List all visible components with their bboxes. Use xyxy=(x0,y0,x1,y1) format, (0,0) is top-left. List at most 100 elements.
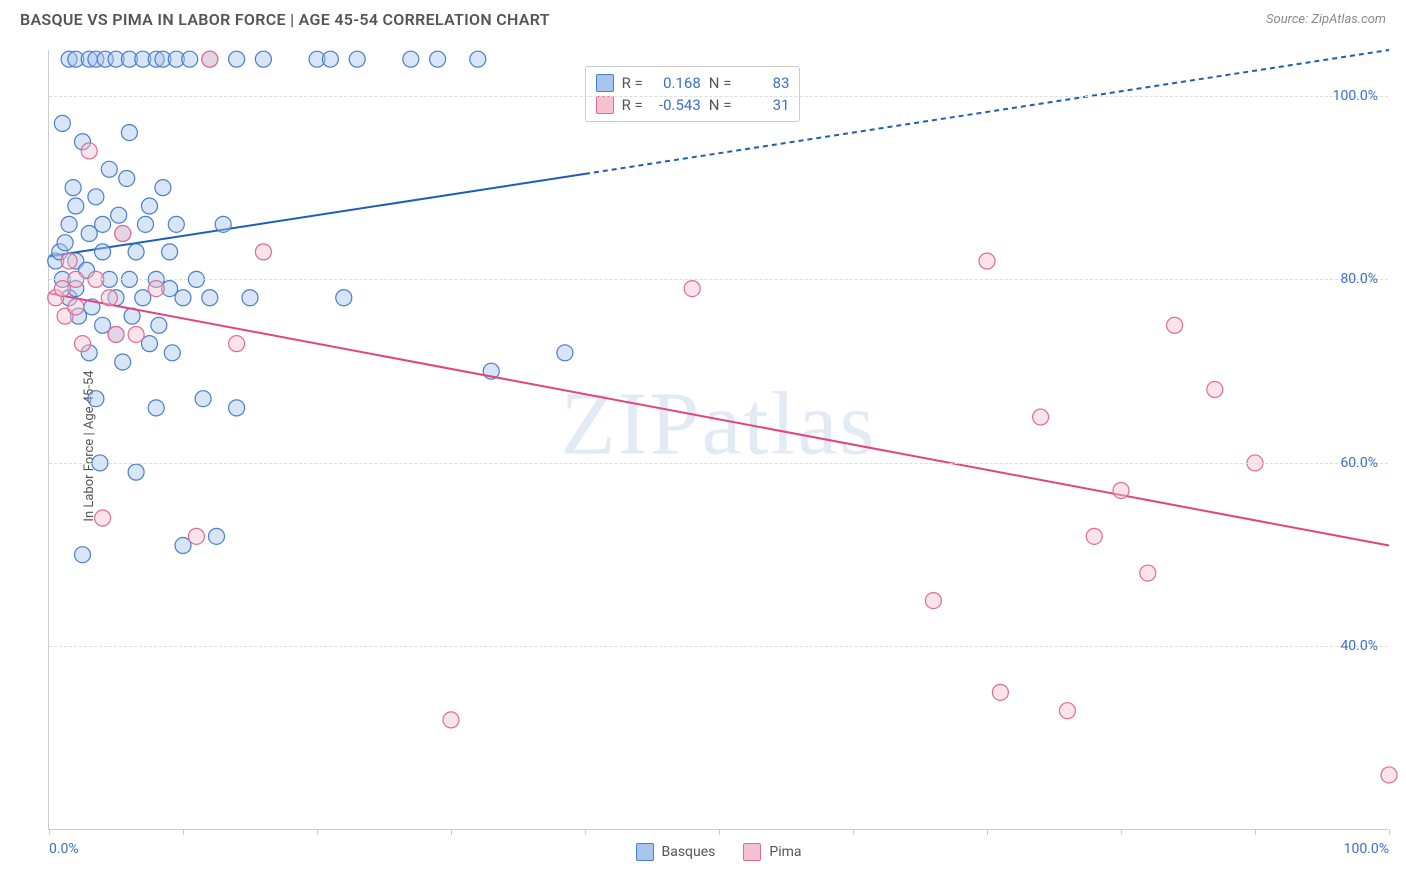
data-point xyxy=(108,326,124,342)
data-point xyxy=(403,51,419,67)
data-point xyxy=(557,345,573,361)
data-point xyxy=(195,391,211,407)
stat-n-label: N = xyxy=(709,96,732,114)
x-tick-label: 0.0% xyxy=(49,841,79,857)
data-point xyxy=(128,464,144,480)
stat-r-value-basques: 0.168 xyxy=(651,74,701,92)
source-attribution: Source: ZipAtlas.com xyxy=(1266,12,1386,27)
data-point xyxy=(182,51,198,67)
data-point xyxy=(95,244,111,260)
data-point xyxy=(979,253,995,269)
swatch-basques xyxy=(596,74,614,92)
x-tick xyxy=(719,829,720,835)
grid-line xyxy=(49,463,1388,464)
data-point xyxy=(88,391,104,407)
chart-title: BASQUE VS PIMA IN LABOR FORCE | AGE 45-5… xyxy=(20,10,550,29)
data-point xyxy=(65,180,81,196)
data-point xyxy=(61,216,77,232)
data-point xyxy=(202,51,218,67)
chart-plot-area: ZIPatlas R = 0.168 N = 83 R = -0.543 N =… xyxy=(48,50,1388,830)
stat-r-value-pima: -0.543 xyxy=(651,96,701,114)
legend-label-pima: Pima xyxy=(769,844,801,860)
y-tick-label: 80.0% xyxy=(1340,271,1378,287)
data-point xyxy=(443,712,459,728)
data-point xyxy=(54,115,70,131)
data-point xyxy=(101,290,117,306)
x-tick xyxy=(183,829,184,835)
swatch-pima xyxy=(596,96,614,114)
scatter-plot-svg xyxy=(49,50,1388,829)
data-point xyxy=(229,400,245,416)
data-point xyxy=(1381,767,1397,783)
stat-n-label: N = xyxy=(709,74,732,92)
data-point xyxy=(1140,565,1156,581)
x-tick xyxy=(1389,829,1390,835)
x-tick xyxy=(585,829,586,835)
data-point xyxy=(349,51,365,67)
legend-swatch-pima xyxy=(743,843,761,861)
data-point xyxy=(188,528,204,544)
data-point xyxy=(128,244,144,260)
x-tick xyxy=(1255,829,1256,835)
data-point xyxy=(202,290,218,306)
data-point xyxy=(229,51,245,67)
x-tick xyxy=(1121,829,1122,835)
data-point xyxy=(162,244,178,260)
data-point xyxy=(255,244,271,260)
data-point xyxy=(1207,382,1223,398)
legend-item-pima: Pima xyxy=(743,843,801,861)
stat-n-value-pima: 31 xyxy=(739,96,789,114)
data-point xyxy=(95,216,111,232)
data-point xyxy=(115,354,131,370)
grid-line xyxy=(49,96,1388,97)
data-point xyxy=(168,216,184,232)
data-point xyxy=(925,593,941,609)
x-tick xyxy=(49,829,50,835)
data-point xyxy=(68,299,84,315)
data-point xyxy=(1086,528,1102,544)
data-point xyxy=(164,345,180,361)
data-point xyxy=(61,253,77,269)
data-point xyxy=(1167,317,1183,333)
x-tick xyxy=(853,829,854,835)
legend: Basques Pima xyxy=(635,843,801,861)
stat-r-label: R = xyxy=(622,96,643,114)
x-tick xyxy=(987,829,988,835)
data-point xyxy=(88,189,104,205)
data-point xyxy=(229,336,245,352)
y-tick-label: 40.0% xyxy=(1340,638,1378,654)
data-point xyxy=(151,317,167,333)
grid-line xyxy=(49,279,1388,280)
data-point xyxy=(75,547,91,563)
data-point xyxy=(111,207,127,223)
data-point xyxy=(95,510,111,526)
data-point xyxy=(75,336,91,352)
grid-line xyxy=(49,646,1388,647)
stats-row-pima: R = -0.543 N = 31 xyxy=(596,94,790,116)
y-tick-label: 100.0% xyxy=(1333,88,1378,104)
data-point xyxy=(684,281,700,297)
data-point xyxy=(142,198,158,214)
data-point xyxy=(101,161,117,177)
data-point xyxy=(430,51,446,67)
data-point xyxy=(215,216,231,232)
data-point xyxy=(148,400,164,416)
x-tick xyxy=(451,829,452,835)
data-point xyxy=(137,216,153,232)
legend-label-basques: Basques xyxy=(661,844,715,860)
stat-r-label: R = xyxy=(622,74,643,92)
y-tick-label: 60.0% xyxy=(1340,455,1378,471)
data-point xyxy=(336,290,352,306)
stats-row-basques: R = 0.168 N = 83 xyxy=(596,72,790,94)
data-point xyxy=(155,180,171,196)
stat-n-value-basques: 83 xyxy=(739,74,789,92)
data-point xyxy=(1113,482,1129,498)
data-point xyxy=(992,684,1008,700)
correlation-stats-box: R = 0.168 N = 83 R = -0.543 N = 31 xyxy=(585,66,801,122)
data-point xyxy=(322,51,338,67)
data-point xyxy=(209,528,225,544)
data-point xyxy=(119,170,135,186)
data-point xyxy=(175,290,191,306)
legend-swatch-basques xyxy=(635,843,653,861)
data-point xyxy=(148,281,164,297)
